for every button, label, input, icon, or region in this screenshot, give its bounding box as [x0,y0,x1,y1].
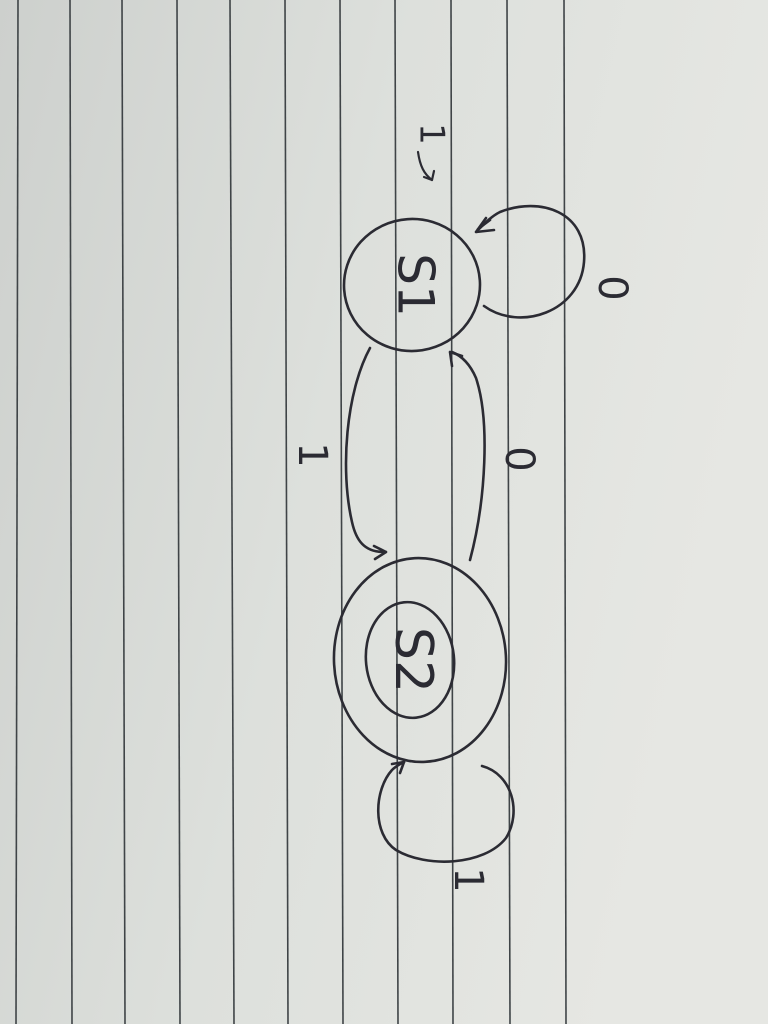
initial-arrow: 1 [412,123,452,182]
edge-s1-s2-curve [344,346,386,554]
edge-s1-s2-label: 1 [289,442,335,467]
ruled-line [229,0,235,1024]
state-s1-circle [342,217,482,353]
ruled-lines [15,0,567,1024]
loop-s1-label: 0 [589,275,635,300]
edge-s1-s2-arrowhead [372,544,388,561]
transition-s2-s2: 1 [376,760,515,893]
ruled-line [450,0,454,1024]
state-s2: S2 [332,556,508,764]
state-s2-outer-circle [332,556,508,764]
state-s1: S1 [342,217,482,353]
loop-s1-arrowhead [474,216,496,234]
state-s2-inner-circle [364,600,456,720]
state-s1-label: S1 [387,253,445,317]
loop-s2-label: 1 [445,867,491,892]
transition-s2-s1: 0 [448,350,542,562]
edge-s2-s1-curve [450,350,486,562]
loop-s1-curve [476,204,586,319]
ruled-line [121,0,126,1024]
ruled-line [339,0,344,1024]
ruled-line [15,0,19,1024]
edge-s2-s1-label: 0 [496,446,542,471]
ruled-line [69,0,73,1024]
ruled-line [506,0,511,1024]
ruled-line [394,0,399,1024]
ruled-line [284,0,289,1024]
transition-s1-s1: 0 [474,204,635,319]
ruled-line [563,0,567,1024]
state-s2-label: S2 [383,627,443,693]
initial-arrow-head [422,169,436,182]
edge-s2-s1-arrowhead [448,350,464,368]
loop-s2-arrowhead [390,760,406,775]
ruled-line [176,0,181,1024]
initial-marker-label: 1 [412,123,452,145]
transition-s1-s2: 1 [289,346,388,561]
loop-s2-curve [376,760,515,863]
